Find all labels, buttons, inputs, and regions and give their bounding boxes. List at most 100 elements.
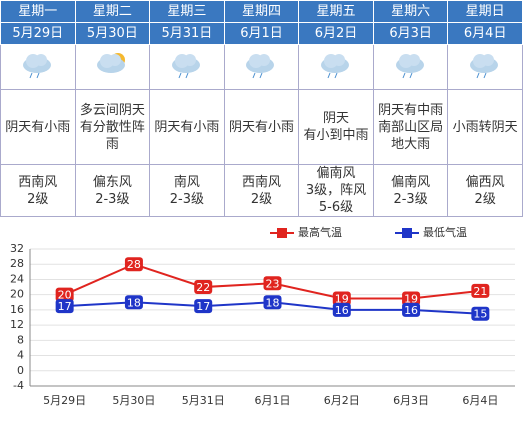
date-cell: 6月1日 (223, 22, 300, 45)
data-label: 20 (58, 289, 72, 302)
icon-cell (298, 44, 374, 90)
icon-cell (372, 44, 449, 90)
legend-marker (277, 228, 287, 238)
data-label: 18 (266, 296, 280, 309)
wind-row: 西南风 2级 偏东风 2-3级 南风 2-3级 西南风 2级 偏南风 3级，阵风 5-6级 偏南风 2-… (0, 164, 523, 217)
data-point (263, 295, 282, 310)
icon-cell (0, 44, 76, 90)
date-cell: 5月29日 (0, 22, 76, 45)
date-cell: 5月30日 (74, 22, 151, 45)
data-point (263, 276, 282, 291)
date-cell: 6月2日 (298, 22, 374, 45)
date: 5月30日 (86, 26, 138, 41)
data-point (55, 299, 74, 314)
data-point (471, 283, 490, 298)
x-tick-label: 5月31日 (182, 394, 225, 407)
y-tick-label: 20 (10, 288, 24, 301)
wind-cell: 偏西风 2级 (447, 164, 523, 217)
day-name: 星期四 (241, 4, 281, 19)
date: 6月2日 (314, 26, 358, 41)
wind-text: 2-3级 (169, 191, 205, 207)
weather-icon (321, 53, 350, 78)
x-tick-label: 6月1日 (255, 394, 291, 407)
weather-cell: 阴天 有小到中雨 (298, 89, 374, 165)
day-cell: 星期四 (223, 0, 300, 23)
wind-text: 5-6级 (318, 200, 354, 215)
wind-text: 3级，阵风 (305, 183, 367, 198)
data-point (55, 287, 74, 302)
weather-icon (246, 53, 275, 78)
wind-text: 偏西风 (465, 174, 505, 190)
day-name: 星期一 (18, 4, 58, 19)
data-label: 19 (404, 292, 418, 305)
x-tick-label: 5月29日 (43, 394, 86, 407)
data-point (402, 302, 421, 317)
wind-cell: 偏南风 2-3级 (372, 164, 449, 217)
wind-text: 偏东风 (92, 174, 132, 190)
data-label: 16 (404, 304, 418, 317)
forecast-table: 星期一 星期二 星期三 星期四 星期五 星期六 星期日 5月29日 5月30日 5月31日 6月1日… (0, 0, 523, 217)
weather-row: 阴天有小雨 多云间阴天有分散性阵雨 阴天有小雨 阴天有小雨 阴天 有小到中雨 阴天有中雨南部… (0, 89, 523, 165)
legend-label: 最高气温 (298, 225, 342, 239)
x-tick-label: 6月2日 (324, 394, 360, 407)
weather-text: 阴天有小雨 (5, 119, 71, 135)
x-tick-label: 6月3日 (393, 394, 429, 407)
icon-row (0, 44, 523, 90)
weather-text: 小雨转阴天 (452, 119, 518, 135)
date-cell: 6月3日 (372, 22, 449, 45)
wind-cell: 西南风 2级 (0, 164, 76, 217)
y-tick-label: 0 (17, 364, 24, 377)
wind-text: 2级 (27, 191, 49, 207)
day-name: 星期六 (391, 4, 431, 19)
wind-cell: 偏东风 2-3级 (74, 164, 151, 217)
weather-text: 有小到中雨 (303, 128, 369, 143)
date: 5月31日 (161, 26, 213, 41)
date-cell: 6月4日 (447, 22, 523, 45)
weather-text: 阴天有中雨南部山区局地大雨 (378, 102, 444, 152)
legend-label: 最低气温 (423, 225, 467, 239)
weather-icon (22, 53, 51, 78)
legend-marker (402, 228, 412, 238)
data-label: 22 (196, 281, 210, 294)
wind-text: 西南风 (241, 174, 281, 190)
icon-cell (447, 44, 523, 90)
data-point (124, 295, 143, 310)
y-tick-label: 12 (10, 318, 24, 331)
day-cell: 星期三 (149, 0, 225, 23)
data-label: 15 (473, 308, 487, 321)
weather-cell: 阴天有中雨南部山区局地大雨 (372, 89, 449, 165)
weather-cell: 阴天有小雨 (149, 89, 225, 165)
wind-text: 南风 (173, 174, 200, 190)
wind-cell: 南风 2-3级 (149, 164, 225, 217)
date-row: 5月29日 5月30日 5月31日 6月1日 6月2日 6月3日 6月4日 (0, 22, 523, 45)
data-label: 21 (473, 285, 487, 298)
data-label: 16 (335, 304, 349, 317)
weather-text: 阴天有小雨 (228, 119, 294, 135)
weather-icon (171, 53, 200, 78)
data-point (471, 306, 490, 321)
data-point (402, 291, 421, 306)
day-name: 星期三 (167, 4, 207, 19)
data-point (124, 257, 143, 272)
wind-cell: 偏南风 3级，阵风 5-6级 (298, 164, 374, 217)
icon-cell (149, 44, 225, 90)
wind-text: 2-3级 (393, 191, 428, 207)
weather-cell: 阴天有小雨 (223, 89, 300, 165)
wind-text: 西南风 (18, 174, 58, 190)
data-label: 28 (127, 258, 141, 271)
x-tick-label: 5月30日 (112, 394, 155, 407)
day-cell: 星期日 (447, 0, 523, 23)
data-label: 18 (127, 296, 141, 309)
weather-cell: 多云间阴天有分散性阵雨 (74, 89, 151, 165)
data-label: 23 (266, 277, 280, 290)
wind-cell: 西南风 2级 (223, 164, 300, 217)
date: 6月3日 (389, 26, 432, 41)
x-tick-label: 6月4日 (462, 394, 498, 407)
y-tick-label: 24 (10, 272, 24, 285)
wind-text: 偏南风 (316, 166, 356, 181)
day-name: 星期五 (316, 4, 356, 19)
date: 6月1日 (240, 26, 283, 41)
data-point (332, 302, 351, 317)
wind-text: 2-3级 (95, 191, 130, 207)
